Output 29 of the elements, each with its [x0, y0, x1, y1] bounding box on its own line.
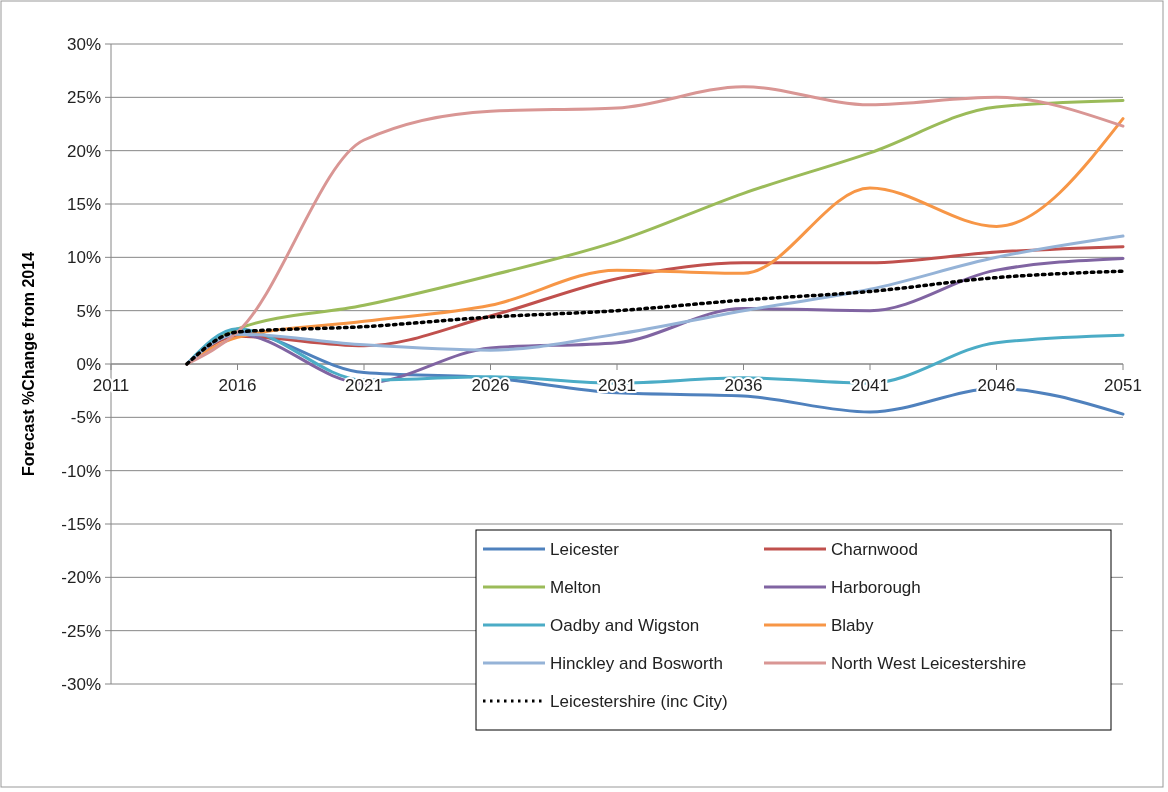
y-tick-label: 10%: [66, 248, 101, 268]
legend-label: Leicester: [550, 540, 620, 559]
x-tick-label: 2011: [92, 376, 130, 395]
x-tick-label: 2016: [218, 376, 257, 395]
y-tick-label: 5%: [76, 301, 101, 321]
y-tick-label: -5%: [70, 408, 101, 428]
legend-label: Harborough: [831, 578, 921, 597]
legend-label: Oadby and Wigston: [550, 616, 700, 635]
y-tick-label: -15%: [61, 515, 101, 534]
legend-label: Hinckley and Bosworth: [550, 654, 723, 673]
x-tick-label: 2026: [471, 376, 510, 395]
y-tick-label: -10%: [61, 461, 101, 481]
y-axis-title: Forecast %Change from 2014: [20, 251, 37, 477]
y-tick-label: -20%: [61, 568, 101, 588]
y-tick-label: 20%: [66, 141, 101, 161]
x-tick-label: 2051: [1104, 376, 1142, 395]
y-tick-label: -25%: [61, 621, 101, 641]
y-tick-label: 30%: [66, 35, 101, 54]
y-tick-label: 25%: [66, 88, 101, 108]
legend-label: Blaby: [831, 616, 875, 635]
y-tick-label: -30%: [61, 675, 101, 694]
line-series: [185, 269, 1125, 366]
y-tick-label: 0%: [76, 355, 101, 374]
legend-label: Melton: [550, 578, 602, 597]
x-tick-label: 2036: [724, 376, 763, 395]
legend-label: Charnwood: [831, 540, 918, 559]
y-tick-label: 15%: [66, 195, 101, 214]
legend-label: North West Leicestershire: [831, 654, 1027, 673]
legend-label: Leicestershire (inc City): [550, 692, 728, 711]
